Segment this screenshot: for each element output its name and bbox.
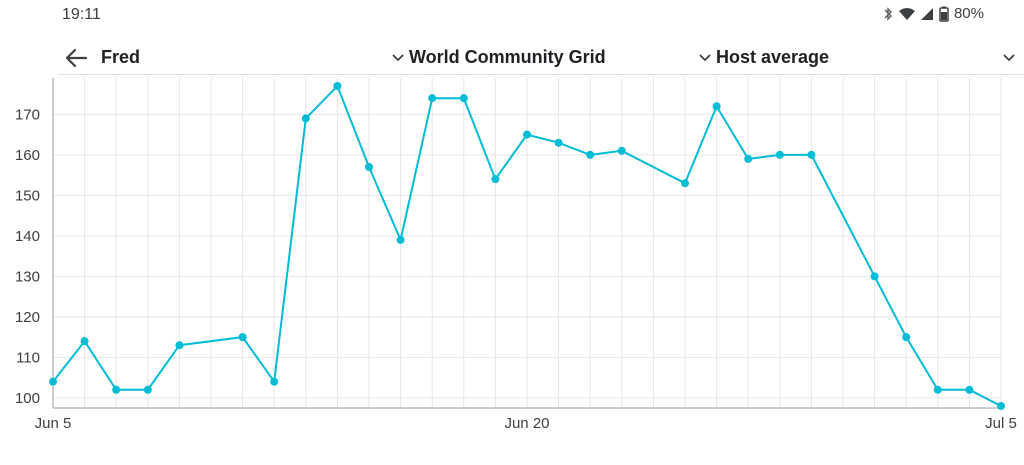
data-point <box>775 150 784 159</box>
y-tick-label: 110 <box>16 349 40 366</box>
data-point <box>428 94 437 103</box>
chevron-down-icon <box>699 54 711 62</box>
project-label: World Community Grid <box>409 47 606 67</box>
data-point <box>270 377 279 386</box>
metric-dropdown[interactable]: Host average <box>696 42 1024 74</box>
back-button[interactable] <box>62 44 90 72</box>
data-point <box>681 179 689 188</box>
host-name: Fred <box>101 47 141 67</box>
data-point <box>965 385 974 394</box>
bluetooth-icon <box>882 6 894 21</box>
arrow-left-icon <box>65 48 88 68</box>
y-tick-label: 130 <box>15 268 40 285</box>
data-point <box>744 154 753 163</box>
data-point <box>49 377 57 386</box>
chart-area: 100 110 120 130 140 150 160 170 Jun 5 Jun 20 Jul 5 <box>0 78 1024 460</box>
data-point <box>396 235 405 244</box>
metric-label: Host average <box>716 47 830 67</box>
chevron-down-icon <box>1003 54 1015 62</box>
data-point <box>491 175 500 184</box>
data-point <box>554 138 563 147</box>
data-point <box>617 146 626 155</box>
y-tick-label: 150 <box>15 187 40 204</box>
cell-signal-icon <box>920 7 934 21</box>
y-tick-label: 160 <box>15 147 40 164</box>
series-line <box>52 84 1002 407</box>
data-point <box>807 150 816 159</box>
data-point <box>80 337 89 346</box>
data-point <box>902 333 911 342</box>
y-tick-label: 140 <box>15 228 40 245</box>
x-tick-label: Jul 5 <box>985 415 1017 432</box>
data-point <box>333 82 342 90</box>
data-point <box>712 102 721 111</box>
status-bar: 19:11 80% <box>0 0 1024 30</box>
data-point <box>870 272 879 281</box>
data-point <box>523 130 531 139</box>
battery-percent: 80% <box>953 5 984 22</box>
data-point <box>586 150 595 159</box>
y-tick-label: 120 <box>15 309 40 326</box>
wifi-icon <box>898 7 916 21</box>
data-point <box>175 341 184 350</box>
x-tick-label: Jun 5 <box>35 415 72 432</box>
data-point <box>238 333 247 342</box>
chevron-down-icon <box>392 54 404 62</box>
y-tick-label: 100 <box>15 390 40 407</box>
project-dropdown[interactable]: World Community Grid <box>388 42 608 74</box>
data-point <box>365 163 373 172</box>
data-point <box>459 94 468 103</box>
data-point <box>933 385 942 394</box>
battery-icon <box>938 6 950 22</box>
data-point <box>143 385 152 394</box>
toolbar: Fred World Community Grid Host average <box>58 42 1024 75</box>
line-chart: 100 110 120 130 140 150 160 170 Jun 5 Jun 20 Jul 5 <box>15 78 1017 432</box>
status-time: 19:11 <box>62 6 101 23</box>
status-icons: 80% <box>882 5 984 22</box>
y-tick-label: 170 <box>15 106 40 123</box>
data-point <box>301 114 310 123</box>
x-tick-label: Jun 20 <box>504 415 549 432</box>
data-point <box>997 401 1005 410</box>
data-point <box>112 385 121 394</box>
